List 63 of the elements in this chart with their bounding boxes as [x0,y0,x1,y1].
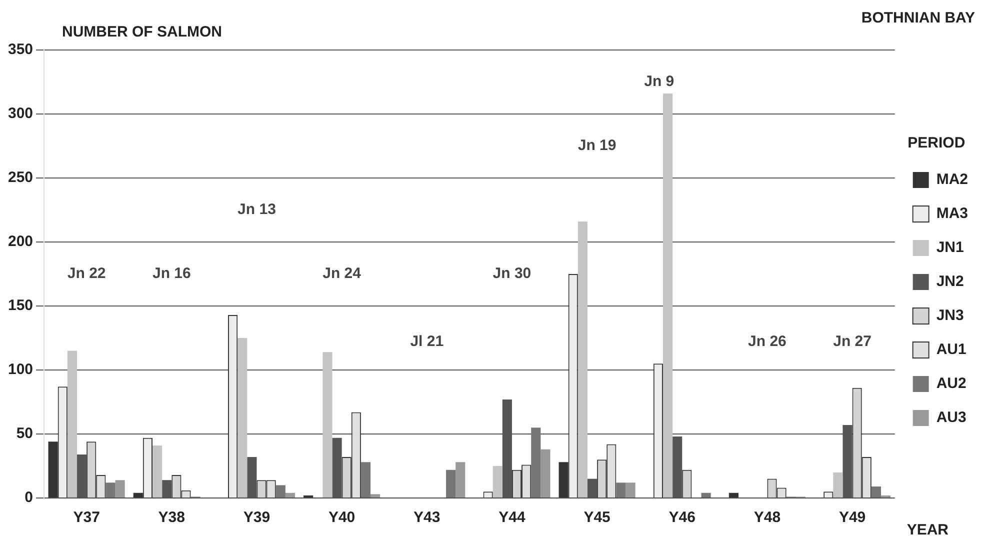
annotation: Jn 26 [748,332,786,350]
bar [152,446,162,498]
bar [322,352,332,498]
y-tick-label: 100 [8,361,34,378]
bar [360,462,371,498]
annotation: Jn 24 [322,265,362,282]
annotation: Jn 30 [492,265,532,282]
bar [616,482,626,498]
x-tick-label: Y38 [158,509,185,526]
y-tick-label: 250 [8,169,34,186]
x-tick-label: Y45 [584,509,610,526]
x-tick-label: Y44 [498,509,526,526]
legend-label: AU2 [936,375,966,392]
x-tick-label: Y48 [754,509,781,526]
y-tick-label: 0 [24,489,34,506]
bar [276,485,286,498]
legend-label: AU1 [936,341,966,358]
legend-label: JN2 [936,273,964,290]
legend-label: JN3 [936,307,964,324]
x-tick-label: Y40 [328,509,356,526]
annotation: Jn 22 [67,265,106,282]
y-tick-label: 300 [8,105,34,122]
bar [833,472,843,498]
bar [115,480,125,498]
chart-title: BOTHNIAN BAY [861,10,975,27]
x-tick-label: Y49 [838,509,866,526]
x-tick-label: Y37 [73,509,100,526]
y-tick-label: 200 [8,233,34,250]
bar [456,462,466,498]
annotation: Jn 9 [644,73,674,90]
bar [871,486,882,498]
x-tick-label: Y46 [668,509,696,526]
y-tick-label: 350 [8,41,34,58]
bar [238,338,248,498]
x-axis-title: YEAR [906,522,949,539]
bar [67,350,77,498]
annotation: Jn 19 [578,137,616,154]
bar [540,449,550,498]
y-axis-title: NUMBER OF SALMON [62,24,222,41]
bar [578,222,588,498]
legend-title: PERIOD [908,134,966,152]
bar [492,466,502,498]
legend-label: AU3 [936,409,966,426]
legend-label: MA3 [936,205,968,222]
bar [370,494,380,498]
bar [285,492,296,498]
y-tick-label: 150 [8,297,34,314]
legend-label: MA2 [936,171,968,188]
bar [106,482,116,498]
x-tick-label: Y43 [414,509,440,526]
bar [728,492,738,498]
annotation: Jn 16 [152,265,191,282]
bar [446,470,456,498]
annotation: Jl 21 [410,332,444,350]
legend-label: JN1 [936,239,964,256]
annotation: Jn 13 [238,201,276,218]
x-tick-label: Y39 [243,509,270,526]
bar [626,482,636,498]
y-tick-label: 50 [16,425,34,442]
bar [531,428,541,498]
bar [701,492,711,498]
annotation: Jn 27 [833,332,872,350]
bar [662,94,673,498]
